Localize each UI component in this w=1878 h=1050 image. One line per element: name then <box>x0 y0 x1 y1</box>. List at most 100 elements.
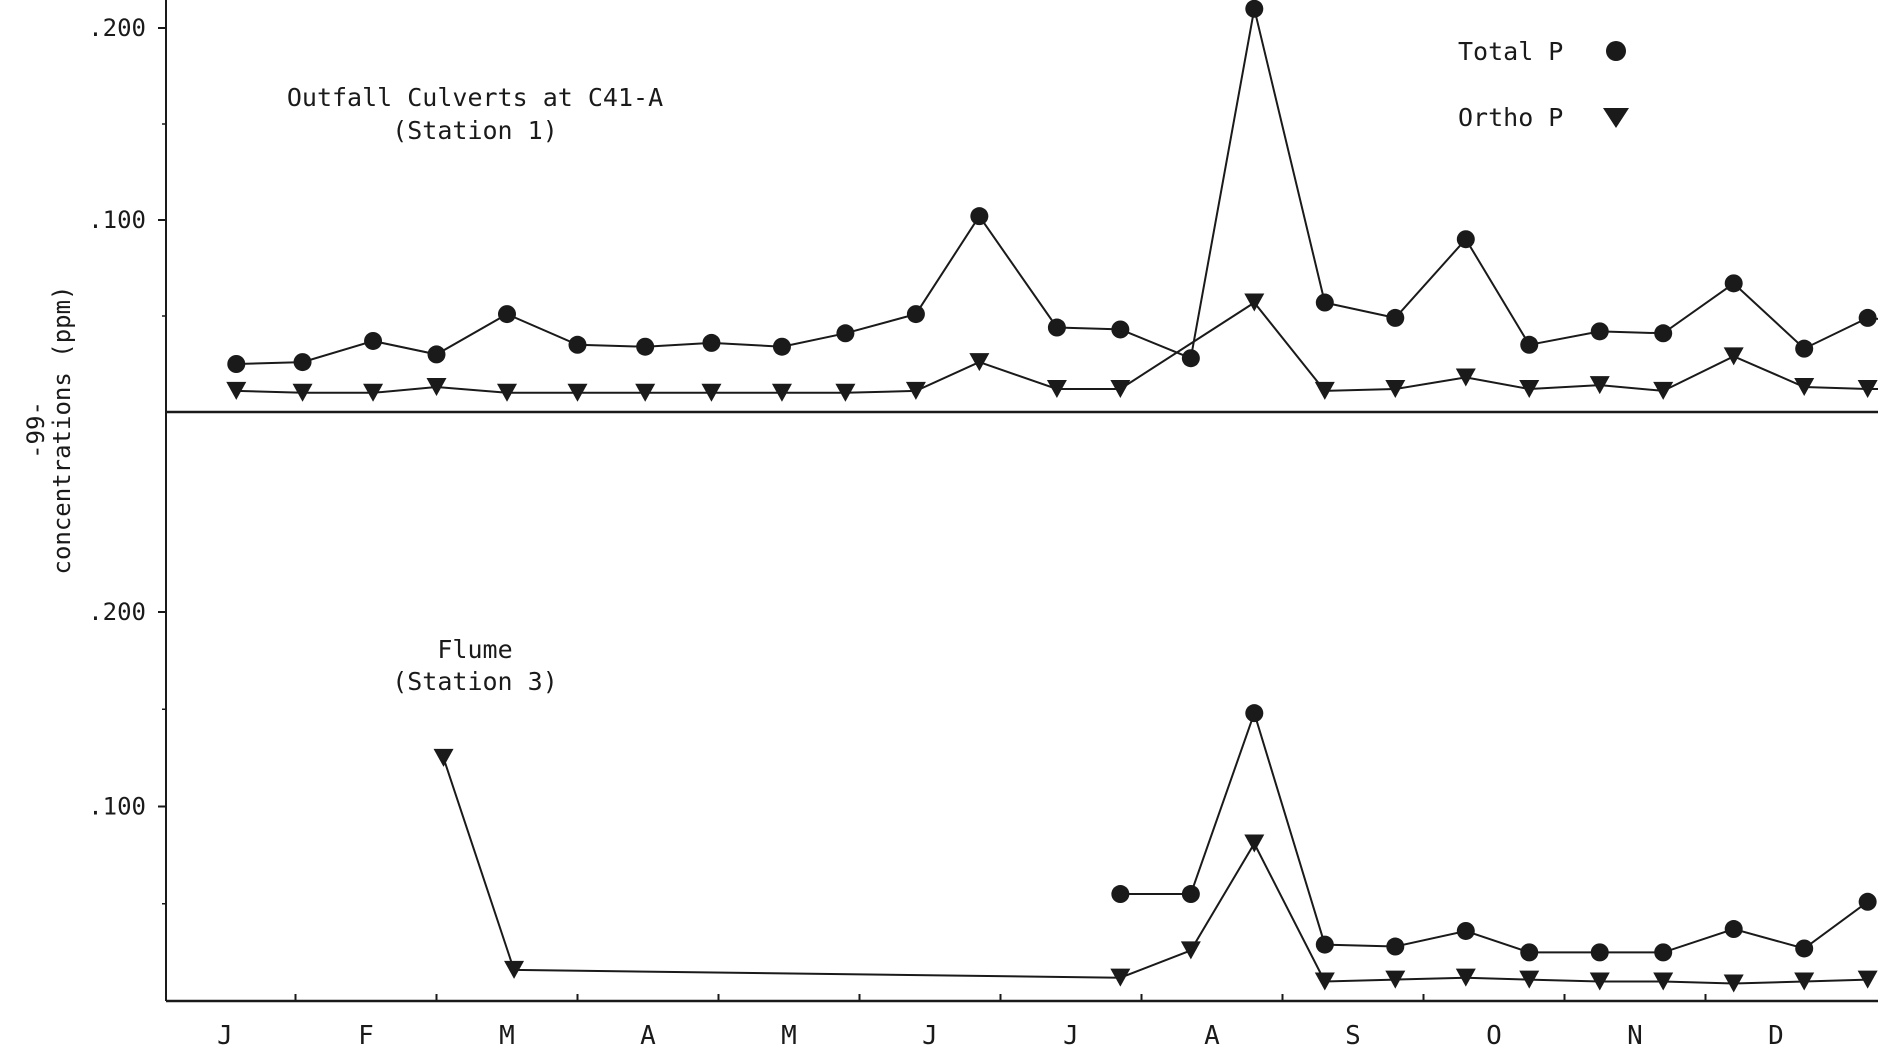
data-point-circle <box>1111 320 1130 339</box>
panel-1-subtitle: (Station 1) <box>392 116 558 145</box>
data-point-triangle <box>497 383 517 402</box>
series-line <box>236 8 1878 365</box>
data-point-triangle <box>226 381 247 400</box>
data-point-triangle <box>1110 968 1131 987</box>
data-point-triangle <box>1180 941 1201 960</box>
series-line <box>236 301 1878 394</box>
data-point-circle <box>1386 308 1405 327</box>
data-point-triangle <box>701 383 722 402</box>
data-point-circle <box>1111 885 1130 904</box>
data-point-circle <box>427 345 446 364</box>
data-point-triangle <box>635 383 656 402</box>
data-point-triangle <box>1723 347 1744 366</box>
panel-2-subtitle: (Station 3) <box>392 667 558 696</box>
data-point-circle <box>1654 324 1673 343</box>
data-point-circle <box>1245 0 1264 18</box>
data-point-triangle <box>567 383 588 402</box>
data-point-circle <box>636 337 655 356</box>
series-layer <box>226 0 1878 993</box>
legend-total-label: Total P <box>1458 37 1563 66</box>
data-point-circle <box>498 305 516 324</box>
panel-2-ytick-label: .200 <box>88 598 146 626</box>
data-point-triangle <box>1794 972 1815 991</box>
data-point-triangle <box>1519 379 1540 398</box>
legend-total-marker <box>1606 41 1626 61</box>
data-point-triangle <box>905 381 926 400</box>
data-point-triangle <box>1110 379 1131 398</box>
panel-2-title: Flume <box>437 635 512 664</box>
data-point-circle <box>1590 943 1609 962</box>
panel-2-ytick-label: .100 <box>88 793 146 821</box>
data-point-circle <box>1245 704 1264 723</box>
data-point-triangle <box>1519 970 1540 989</box>
data-point-triangle <box>1857 379 1878 398</box>
data-point-triangle <box>969 353 990 372</box>
data-point-circle <box>227 355 246 373</box>
data-point-triangle <box>1385 970 1406 989</box>
page-number: -99- <box>22 401 50 459</box>
data-point-triangle <box>433 748 454 767</box>
x-tick-label: J <box>922 1021 938 1050</box>
data-point-triangle <box>1244 293 1265 312</box>
data-point-circle <box>1520 943 1539 962</box>
data-point-circle <box>1386 937 1405 956</box>
x-tick-label: M <box>781 1021 797 1050</box>
data-point-circle <box>1795 939 1814 958</box>
panel-1-ytick-label: .200 <box>88 14 146 42</box>
panel-2-series-ortho-p <box>433 748 1878 993</box>
data-point-triangle <box>1723 974 1744 993</box>
data-point-circle <box>1456 230 1475 249</box>
labels-layer: -99- concentrations (ppm) Outfall Culver… <box>22 37 1629 696</box>
data-point-triangle <box>426 378 447 397</box>
data-point-circle <box>1795 339 1814 358</box>
data-point-circle <box>1456 921 1475 940</box>
panel-2-series-total-p <box>1111 704 1877 962</box>
panel-1-title: Outfall Culverts at C41-A <box>287 83 663 112</box>
data-point-circle <box>1181 349 1200 368</box>
series-line <box>1120 709 1869 954</box>
data-point-circle <box>1181 885 1200 904</box>
x-tick-label: A <box>1204 1021 1220 1050</box>
data-point-circle <box>1315 293 1334 312</box>
data-point-triangle <box>292 383 313 402</box>
data-point-triangle <box>1385 379 1406 398</box>
data-point-triangle <box>363 383 384 402</box>
data-point-triangle <box>1857 970 1878 989</box>
x-tick-label: S <box>1345 1021 1361 1050</box>
data-point-circle <box>568 335 587 354</box>
x-tick-label: O <box>1486 1021 1502 1050</box>
data-point-triangle <box>835 383 856 402</box>
data-point-triangle <box>1794 378 1815 397</box>
x-tick-label: J <box>217 1021 233 1050</box>
data-point-triangle <box>1046 379 1067 398</box>
panel-1-series-total-p <box>227 0 1878 373</box>
data-point-circle <box>1590 322 1609 341</box>
legend-ortho-marker <box>1603 108 1629 128</box>
data-point-triangle <box>1244 834 1265 853</box>
data-point-circle <box>1520 335 1539 354</box>
data-point-triangle <box>1589 376 1610 395</box>
data-point-circle <box>836 324 855 343</box>
data-point-triangle <box>1314 381 1335 400</box>
data-point-circle <box>293 353 312 372</box>
x-tick-label: D <box>1768 1021 1784 1050</box>
data-point-triangle <box>1653 972 1674 991</box>
x-tick-label: M <box>499 1021 515 1050</box>
x-tick-label: J <box>1063 1021 1079 1050</box>
data-point-circle <box>1858 308 1877 327</box>
data-point-circle <box>702 333 721 352</box>
data-point-circle <box>1315 935 1334 954</box>
legend-ortho-label: Ortho P <box>1458 103 1563 132</box>
y-axis-label: concentrations (ppm) <box>48 286 76 575</box>
data-point-circle <box>1047 318 1066 337</box>
data-point-circle <box>970 207 989 226</box>
x-tick-label: A <box>640 1021 656 1050</box>
data-point-triangle <box>1455 968 1476 987</box>
series-line <box>442 757 1868 985</box>
data-point-triangle <box>1314 972 1335 991</box>
axes-layer: .200 .100 .200 .100 J F M A M J J A S O N D <box>88 0 1878 1050</box>
data-point-triangle <box>504 960 525 979</box>
data-point-circle <box>772 337 791 356</box>
data-point-triangle <box>771 383 792 402</box>
